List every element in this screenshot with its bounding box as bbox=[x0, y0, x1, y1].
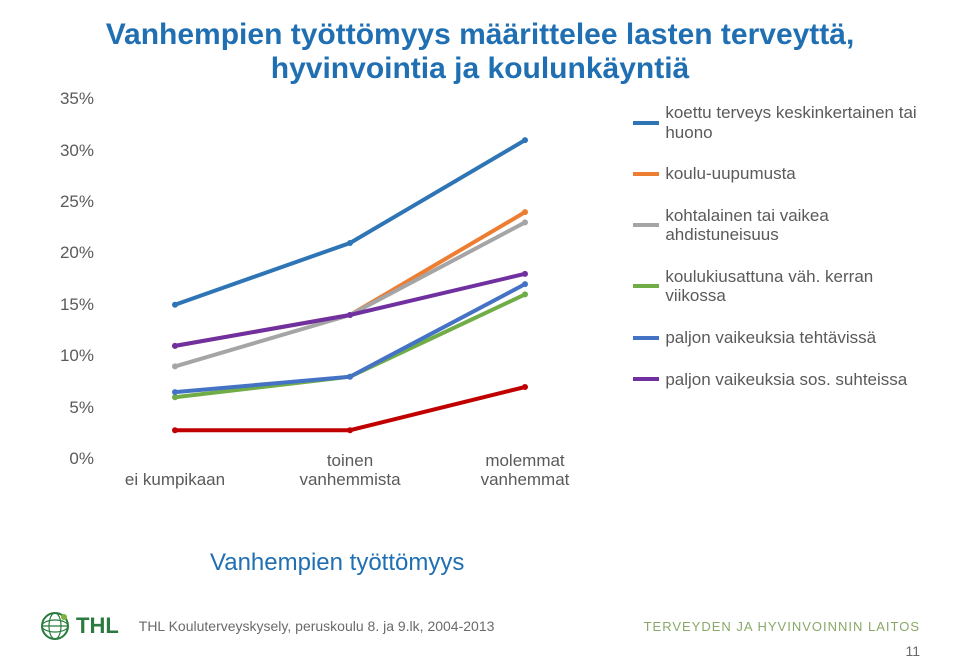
chart-subtitle: Vanhempien työttömyys bbox=[210, 549, 920, 577]
series-marker bbox=[172, 343, 178, 349]
series-marker bbox=[172, 364, 178, 370]
slide-title: Vanhempien työttömyys määrittelee lasten… bbox=[40, 18, 920, 85]
thl-logo: THL bbox=[40, 611, 119, 641]
series-marker bbox=[522, 292, 528, 298]
series-marker bbox=[522, 209, 528, 215]
series-marker bbox=[172, 302, 178, 308]
y-tick-label: 30% bbox=[48, 141, 94, 161]
legend-label: paljon vaikeuksia tehtävissä bbox=[665, 328, 920, 348]
y-tick-label: 15% bbox=[48, 295, 94, 315]
legend-swatch bbox=[633, 284, 659, 288]
page-number: 11 bbox=[905, 643, 920, 659]
org-text: TERVEYDEN JA HYVINVOINNIN LAITOS bbox=[644, 619, 920, 634]
series-marker bbox=[172, 394, 178, 400]
legend-label: kohtalainen tai vaikea ahdistuneisuus bbox=[665, 206, 920, 245]
series-line bbox=[175, 387, 525, 430]
source-text: THL Kouluterveyskysely, peruskoulu 8. ja… bbox=[139, 618, 495, 634]
globe-icon bbox=[40, 611, 70, 641]
y-tick-label: 25% bbox=[48, 192, 94, 212]
series-marker bbox=[172, 427, 178, 433]
x-tick-label: toinenvanhemmista bbox=[275, 452, 425, 489]
legend-item: koettu terveys keskinkertainen tai huono bbox=[633, 103, 920, 142]
series-marker bbox=[347, 240, 353, 246]
legend-label: koettu terveys keskinkertainen tai huono bbox=[665, 103, 920, 142]
x-tick-label: ei kumpikaan bbox=[100, 471, 250, 490]
legend: koettu terveys keskinkertainen tai huono… bbox=[633, 99, 920, 499]
legend-swatch bbox=[633, 223, 659, 227]
series-marker bbox=[172, 389, 178, 395]
y-tick-label: 35% bbox=[48, 89, 94, 109]
legend-swatch bbox=[633, 336, 659, 340]
legend-item: kohtalainen tai vaikea ahdistuneisuus bbox=[633, 206, 920, 245]
legend-label: koulu-uupumusta bbox=[665, 164, 920, 184]
legend-item: koulu-uupumusta bbox=[633, 164, 920, 184]
series-marker bbox=[347, 427, 353, 433]
legend-item: paljon vaikeuksia tehtävissä bbox=[633, 328, 920, 348]
footer: THL THL Kouluterveyskysely, peruskoulu 8… bbox=[40, 611, 920, 641]
series-marker bbox=[522, 220, 528, 226]
series-line bbox=[175, 212, 525, 346]
chart-row: 0%5%10%15%20%25%30%35% ei kumpikaantoine… bbox=[40, 99, 920, 499]
y-tick-label: 20% bbox=[48, 243, 94, 263]
legend-label: koulukiusattuna väh. kerran viikossa bbox=[665, 267, 920, 306]
series-marker bbox=[347, 374, 353, 380]
chart-svg bbox=[100, 99, 600, 459]
legend-item: koulukiusattuna väh. kerran viikossa bbox=[633, 267, 920, 306]
legend-swatch bbox=[633, 121, 659, 125]
y-tick-label: 5% bbox=[48, 398, 94, 418]
legend-swatch bbox=[633, 377, 659, 381]
legend-label: paljon vaikeuksia sos. suhteissa bbox=[665, 370, 920, 390]
series-marker bbox=[522, 271, 528, 277]
series-line bbox=[175, 140, 525, 305]
series-marker bbox=[522, 137, 528, 143]
chart-plot: ei kumpikaantoinenvanhemmistamolemmatvan… bbox=[100, 99, 600, 459]
y-tick-label: 0% bbox=[48, 449, 94, 469]
legend-swatch bbox=[633, 172, 659, 176]
slide: Vanhempien työttömyys määrittelee lasten… bbox=[0, 0, 960, 661]
legend-item: paljon vaikeuksia sos. suhteissa bbox=[633, 370, 920, 390]
x-tick-label: molemmatvanhemmat bbox=[450, 452, 600, 489]
series-marker bbox=[522, 281, 528, 287]
logo-text: THL bbox=[76, 613, 119, 639]
chart-area: 0%5%10%15%20%25%30%35% ei kumpikaantoine… bbox=[40, 99, 613, 499]
series-marker bbox=[347, 312, 353, 318]
series-marker bbox=[522, 384, 528, 390]
y-tick-label: 10% bbox=[48, 346, 94, 366]
